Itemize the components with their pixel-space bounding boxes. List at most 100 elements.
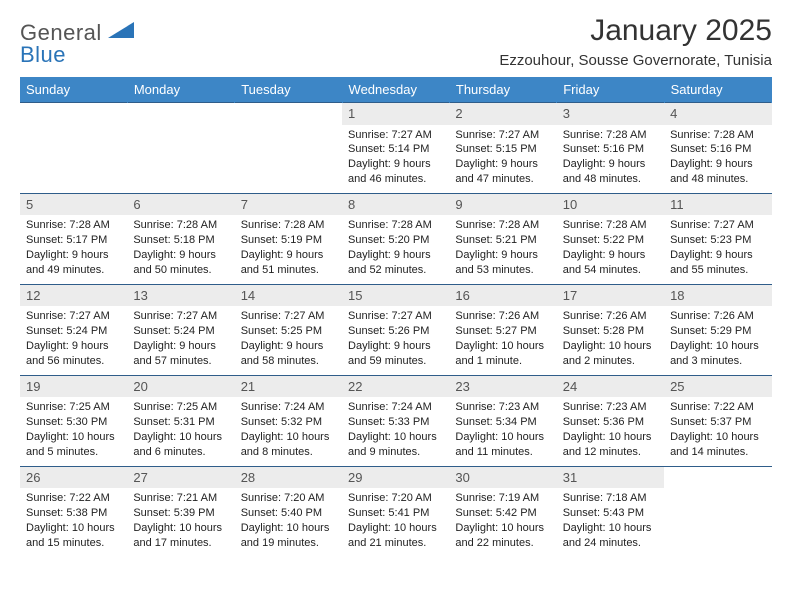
sunrise-text: Sunrise: 7:25 AM	[133, 400, 228, 415]
sunrise-text: Sunrise: 7:22 AM	[26, 491, 121, 506]
day-body: Sunrise: 7:26 AMSunset: 5:29 PMDaylight:…	[664, 306, 771, 374]
logo-word-blue: Blue	[20, 42, 134, 68]
calendar-table: SundayMondayTuesdayWednesdayThursdayFrid…	[20, 77, 772, 557]
day-number: 14	[235, 285, 342, 307]
daylight-text: Daylight: 10 hours and 17 minutes.	[133, 521, 228, 551]
daylight-text: Daylight: 9 hours and 57 minutes.	[133, 339, 228, 369]
daylight-text: Daylight: 10 hours and 14 minutes.	[670, 430, 765, 460]
day-number: 17	[557, 285, 664, 307]
calendar-day-cell: 23Sunrise: 7:23 AMSunset: 5:34 PMDayligh…	[449, 375, 556, 466]
calendar-body: ............1Sunrise: 7:27 AMSunset: 5:1…	[20, 103, 772, 557]
day-body: Sunrise: 7:19 AMSunset: 5:42 PMDaylight:…	[449, 488, 556, 556]
calendar-day-cell: 2Sunrise: 7:27 AMSunset: 5:15 PMDaylight…	[449, 103, 556, 194]
day-body: Sunrise: 7:21 AMSunset: 5:39 PMDaylight:…	[127, 488, 234, 556]
weekday-header: Tuesday	[235, 77, 342, 103]
day-body: Sunrise: 7:27 AMSunset: 5:25 PMDaylight:…	[235, 306, 342, 374]
calendar-day-cell: 29Sunrise: 7:20 AMSunset: 5:41 PMDayligh…	[342, 466, 449, 556]
sunrise-text: Sunrise: 7:28 AM	[133, 218, 228, 233]
sunset-text: Sunset: 5:23 PM	[670, 233, 765, 248]
sunset-text: Sunset: 5:36 PM	[563, 415, 658, 430]
logo: General Blue	[20, 14, 134, 68]
calendar-day-cell: 17Sunrise: 7:26 AMSunset: 5:28 PMDayligh…	[557, 284, 664, 375]
daylight-text: Daylight: 9 hours and 58 minutes.	[241, 339, 336, 369]
title-block: January 2025 Ezzouhour, Sousse Governora…	[499, 14, 772, 69]
calendar-day-cell: ....	[235, 103, 342, 194]
day-number: 22	[342, 376, 449, 398]
calendar-day-cell: 16Sunrise: 7:26 AMSunset: 5:27 PMDayligh…	[449, 284, 556, 375]
sunrise-text: Sunrise: 7:22 AM	[670, 400, 765, 415]
calendar-day-cell: 20Sunrise: 7:25 AMSunset: 5:31 PMDayligh…	[127, 375, 234, 466]
sunrise-text: Sunrise: 7:27 AM	[348, 309, 443, 324]
sunrise-text: Sunrise: 7:28 AM	[563, 218, 658, 233]
calendar-day-cell: 13Sunrise: 7:27 AMSunset: 5:24 PMDayligh…	[127, 284, 234, 375]
day-number: 28	[235, 467, 342, 489]
weekday-header: Thursday	[449, 77, 556, 103]
day-number: 18	[664, 285, 771, 307]
sunset-text: Sunset: 5:38 PM	[26, 506, 121, 521]
day-body: Sunrise: 7:28 AMSunset: 5:18 PMDaylight:…	[127, 215, 234, 283]
day-number: 20	[127, 376, 234, 398]
calendar-week-row: ............1Sunrise: 7:27 AMSunset: 5:1…	[20, 103, 772, 194]
day-body: Sunrise: 7:24 AMSunset: 5:33 PMDaylight:…	[342, 397, 449, 465]
daylight-text: Daylight: 10 hours and 21 minutes.	[348, 521, 443, 551]
day-body: Sunrise: 7:22 AMSunset: 5:37 PMDaylight:…	[664, 397, 771, 465]
sunset-text: Sunset: 5:40 PM	[241, 506, 336, 521]
sunrise-text: Sunrise: 7:28 AM	[455, 218, 550, 233]
calendar-head: SundayMondayTuesdayWednesdayThursdayFrid…	[20, 77, 772, 103]
day-body: Sunrise: 7:28 AMSunset: 5:20 PMDaylight:…	[342, 215, 449, 283]
sunrise-text: Sunrise: 7:27 AM	[348, 128, 443, 143]
calendar-day-cell: 26 Sunrise: 7:22 AMSunset: 5:38 PMDayligh…	[20, 466, 127, 556]
calendar-day-cell: 8Sunrise: 7:28 AMSunset: 5:20 PMDaylight…	[342, 193, 449, 284]
day-number: 8	[342, 194, 449, 216]
daylight-text: Daylight: 9 hours and 51 minutes.	[241, 248, 336, 278]
sunset-text: Sunset: 5:16 PM	[670, 142, 765, 157]
sunrise-text: Sunrise: 7:27 AM	[26, 309, 121, 324]
calendar-day-cell: 9Sunrise: 7:28 AMSunset: 5:21 PMDaylight…	[449, 193, 556, 284]
day-number: 27	[127, 467, 234, 489]
calendar-day-cell: 27Sunrise: 7:21 AMSunset: 5:39 PMDayligh…	[127, 466, 234, 556]
sunset-text: Sunset: 5:28 PM	[563, 324, 658, 339]
sunrise-text: Sunrise: 7:26 AM	[670, 309, 765, 324]
daylight-text: Daylight: 9 hours and 48 minutes.	[670, 157, 765, 187]
daylight-text: Daylight: 9 hours and 56 minutes.	[26, 339, 121, 369]
day-number: 4	[664, 103, 771, 125]
sunrise-text: Sunrise: 7:28 AM	[670, 128, 765, 143]
day-body: Sunrise: 7:28 AMSunset: 5:21 PMDaylight:…	[449, 215, 556, 283]
day-number: 26	[20, 467, 127, 489]
sunset-text: Sunset: 5:24 PM	[26, 324, 121, 339]
daylight-text: Daylight: 10 hours and 24 minutes.	[563, 521, 658, 551]
day-body: Sunrise: 7:23 AMSunset: 5:34 PMDaylight:…	[449, 397, 556, 465]
day-body: Sunrise: 7:24 AMSunset: 5:32 PMDaylight:…	[235, 397, 342, 465]
day-number: 24	[557, 376, 664, 398]
day-number: 3	[557, 103, 664, 125]
day-body: Sunrise: 7:28 AMSunset: 5:22 PMDaylight:…	[557, 215, 664, 283]
daylight-text: Daylight: 10 hours and 8 minutes.	[241, 430, 336, 460]
sunrise-text: Sunrise: 7:24 AM	[241, 400, 336, 415]
sunrise-text: Sunrise: 7:20 AM	[348, 491, 443, 506]
day-number: 30	[449, 467, 556, 489]
daylight-text: Daylight: 10 hours and 12 minutes.	[563, 430, 658, 460]
sunset-text: Sunset: 5:39 PM	[133, 506, 228, 521]
sunrise-text: Sunrise: 7:24 AM	[348, 400, 443, 415]
sunset-text: Sunset: 5:21 PM	[455, 233, 550, 248]
day-body: Sunrise: 7:26 AMSunset: 5:28 PMDaylight:…	[557, 306, 664, 374]
calendar-day-cell: 18Sunrise: 7:26 AMSunset: 5:29 PMDayligh…	[664, 284, 771, 375]
sunrise-text: Sunrise: 7:21 AM	[133, 491, 228, 506]
calendar-week-row: 19Sunrise: 7:25 AMSunset: 5:30 PMDayligh…	[20, 375, 772, 466]
day-body: Sunrise: 7:20 AMSunset: 5:40 PMDaylight:…	[235, 488, 342, 556]
day-body: Sunrise: 7:28 AMSunset: 5:17 PMDaylight:…	[20, 215, 127, 283]
daylight-text: Daylight: 10 hours and 15 minutes.	[26, 521, 121, 551]
day-number: 1	[342, 103, 449, 125]
day-number: 23	[449, 376, 556, 398]
weekday-header: Monday	[127, 77, 234, 103]
daylight-text: Daylight: 9 hours and 54 minutes.	[563, 248, 658, 278]
daylight-text: Daylight: 10 hours and 2 minutes.	[563, 339, 658, 369]
day-body: Sunrise: 7:27 AMSunset: 5:14 PMDaylight:…	[342, 125, 449, 193]
day-body: Sunrise: 7:20 AMSunset: 5:41 PMDaylight:…	[342, 488, 449, 556]
weekday-header: Sunday	[20, 77, 127, 103]
day-body: Sunrise: 7:27 AMSunset: 5:24 PMDaylight:…	[20, 306, 127, 374]
day-number: 7	[235, 194, 342, 216]
daylight-text: Daylight: 9 hours and 52 minutes.	[348, 248, 443, 278]
calendar-day-cell: 5Sunrise: 7:28 AMSunset: 5:17 PMDaylight…	[20, 193, 127, 284]
weekday-header: Wednesday	[342, 77, 449, 103]
